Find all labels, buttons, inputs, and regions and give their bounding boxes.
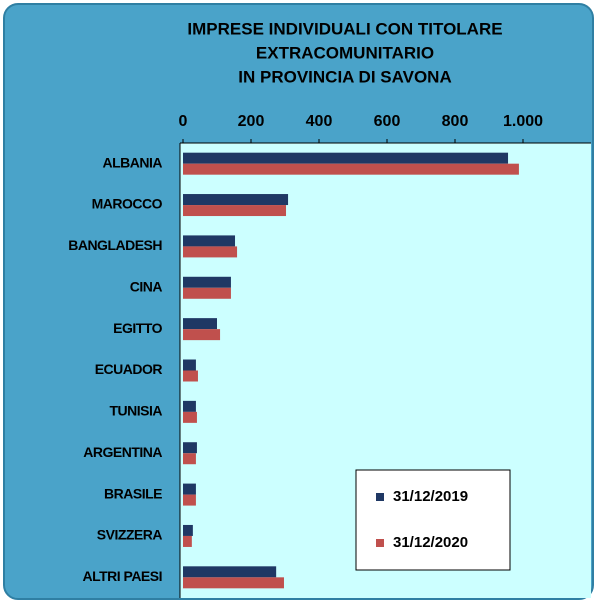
bar: [183, 566, 277, 578]
x-tick-label: 0: [179, 113, 188, 130]
y-tick-label: ALBANIA: [103, 154, 163, 170]
legend-label: 31/12/2020: [393, 534, 468, 551]
bar: [183, 411, 197, 423]
bar: [183, 535, 192, 547]
x-tick-label: 1.000: [503, 113, 543, 130]
y-tick-label: BANGLADESH: [68, 237, 162, 253]
bar: [183, 494, 196, 506]
chart-title: IN PROVINCIA DI SAVONA: [238, 67, 451, 86]
bar: [183, 205, 287, 217]
bar: [183, 483, 196, 495]
y-tick-label: ALTRI PAESI: [82, 568, 162, 584]
bar: [183, 359, 196, 371]
bar: [183, 318, 217, 330]
x-tick-label: 400: [306, 113, 333, 130]
bar: [183, 370, 198, 382]
y-tick-label: ARGENTINA: [83, 444, 162, 460]
bar: [183, 152, 509, 164]
bar: [183, 577, 284, 589]
y-tick-label: MAROCCO: [92, 196, 163, 212]
bar: [183, 524, 193, 536]
bar: [183, 276, 231, 288]
bar: [183, 329, 221, 341]
y-tick-label: CINA: [130, 278, 163, 294]
bar: [183, 194, 289, 206]
x-tick-label: 800: [442, 113, 469, 130]
bar: [183, 163, 519, 175]
legend-label: 31/12/2019: [393, 488, 468, 505]
y-tick-label: BRASILE: [104, 485, 162, 501]
chart-title: EXTRACOMUNITARIO: [256, 43, 434, 62]
legend: [355, 469, 511, 571]
y-tick-label: TUNISIA: [110, 403, 163, 419]
bar: [183, 235, 236, 247]
bar: [183, 453, 196, 465]
legend-swatch: [376, 493, 384, 501]
y-tick-label: SVIZZERA: [97, 527, 163, 543]
y-tick-label: ECUADOR: [95, 361, 163, 377]
bar: [183, 442, 197, 454]
bar: [183, 287, 231, 299]
bar: [183, 400, 196, 412]
chart-title: IMPRESE INDIVIDUALI CON TITOLARE: [187, 19, 502, 38]
y-tick-label: EGITTO: [113, 320, 162, 336]
bar: [183, 246, 238, 258]
legend-swatch: [376, 539, 384, 547]
x-tick-label: 600: [374, 113, 401, 130]
x-tick-label: 200: [238, 113, 265, 130]
